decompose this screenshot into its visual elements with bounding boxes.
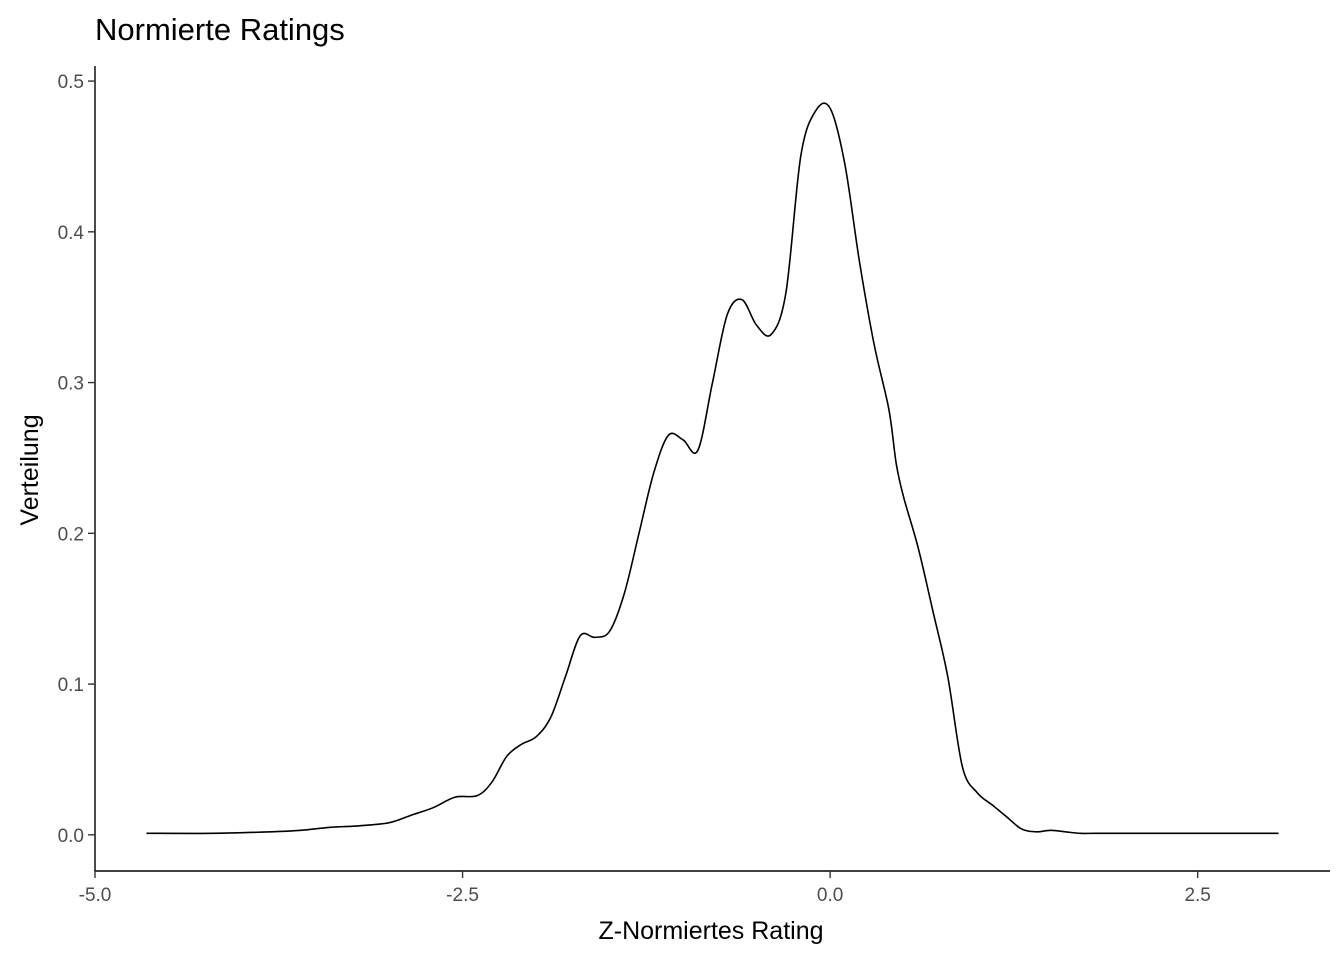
x-axis-title: Z-Normiertes Rating <box>598 917 823 945</box>
y-tick-label: 0.0 <box>58 826 84 847</box>
y-axis-ticks: 0.0 0.1 0.2 0.3 0.4 0.5 <box>58 72 95 847</box>
chart-title: Normierte Ratings <box>95 12 345 47</box>
y-tick-label: 0.4 <box>58 223 85 244</box>
density-curve <box>146 102 1279 835</box>
y-tick-label: 0.3 <box>58 374 84 395</box>
x-tick-label: -5.0 <box>79 885 112 906</box>
x-tick-label: 2.5 <box>1184 885 1210 906</box>
x-tick-label: 0.0 <box>817 885 843 906</box>
y-axis-title: Verteilung <box>16 414 44 525</box>
x-tick-label: -2.5 <box>446 885 479 906</box>
y-tick-label: 0.5 <box>58 72 84 93</box>
x-axis-ticks: -5.0 -2.5 0.0 2.5 <box>79 871 1211 906</box>
y-tick-label: 0.2 <box>58 524 84 545</box>
y-tick-label: 0.1 <box>58 675 84 696</box>
